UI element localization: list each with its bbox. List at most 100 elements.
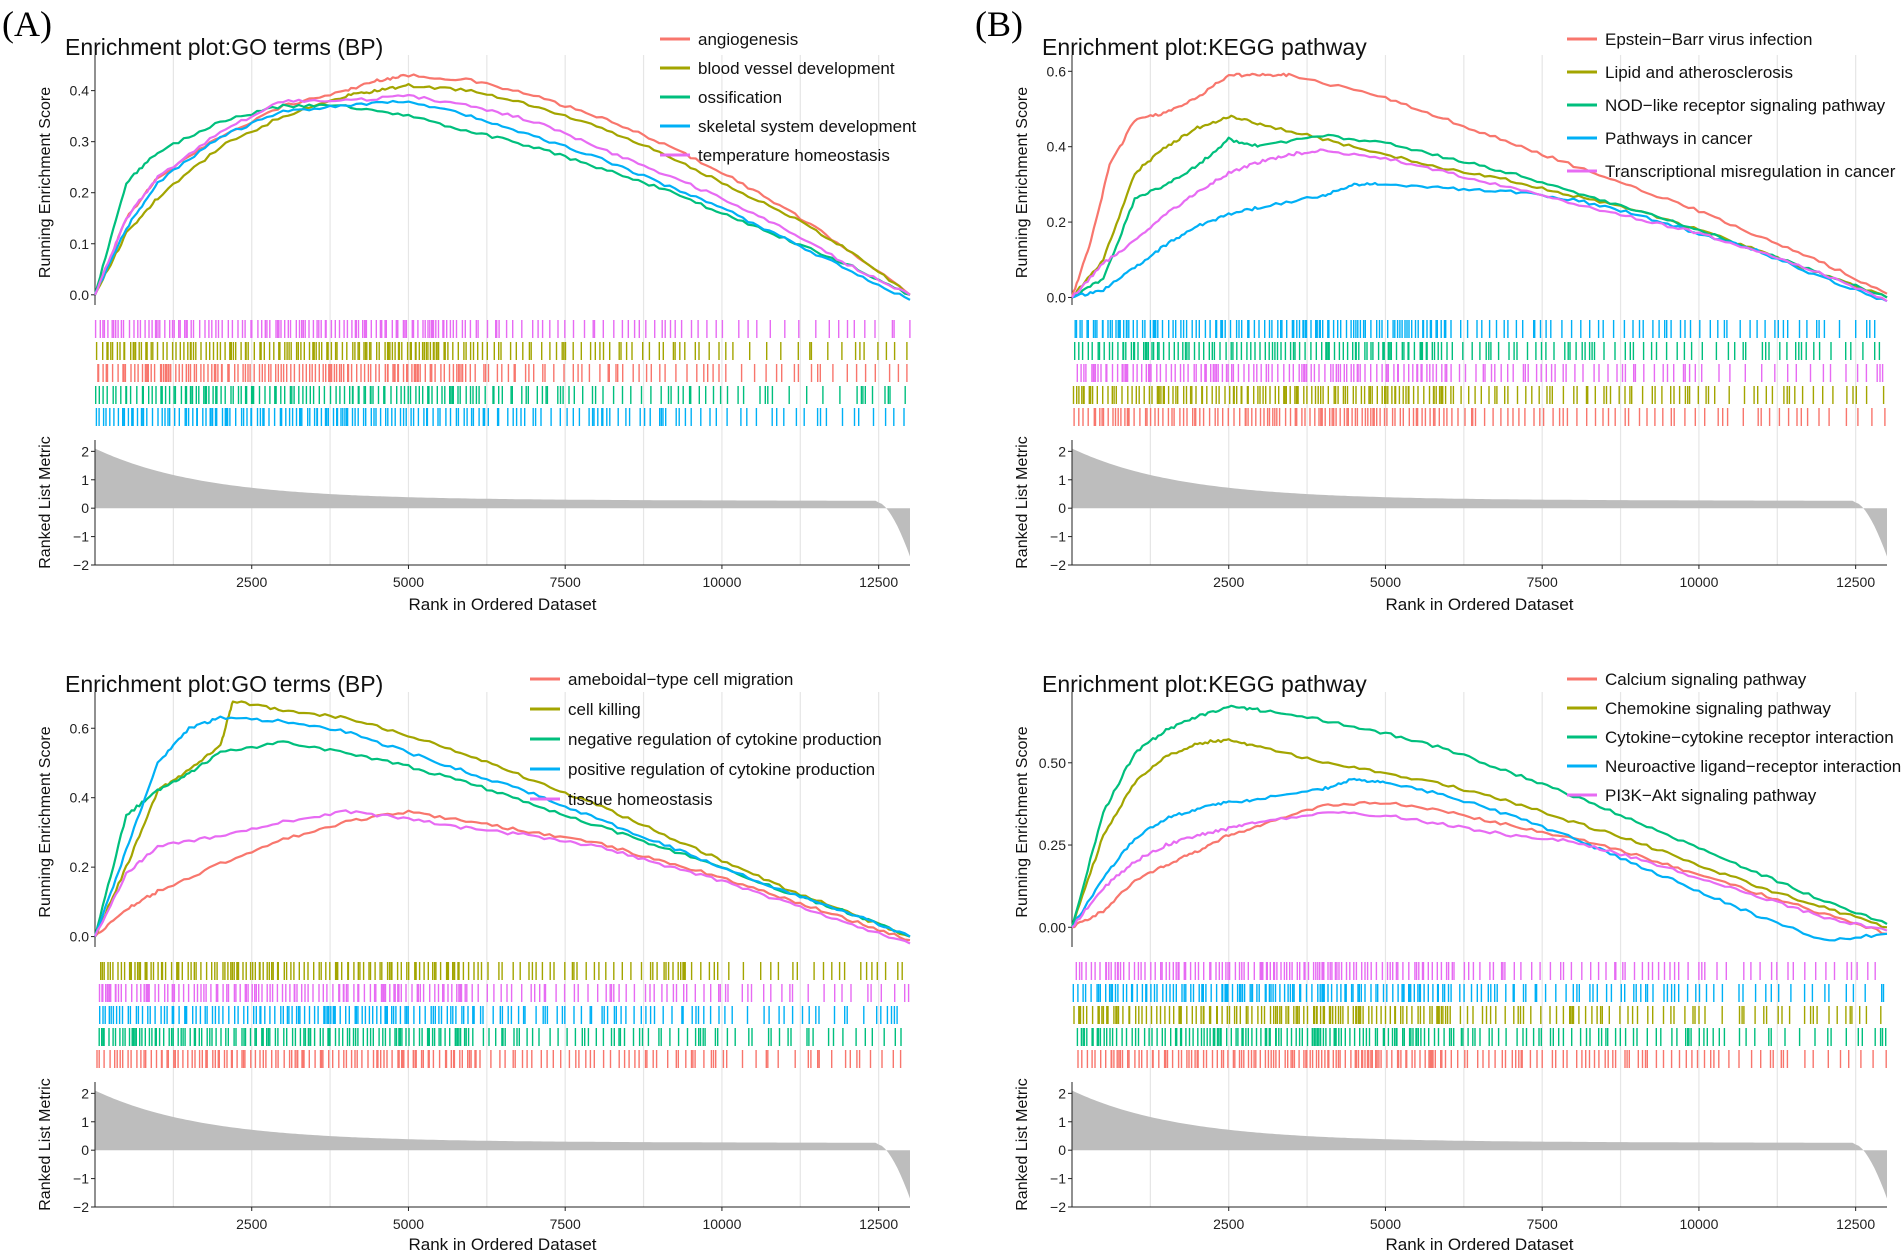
ranked-metric-area [95, 448, 910, 557]
metric-y-tick-label: −1 [1050, 529, 1066, 545]
x-tick-label: 5000 [1370, 1216, 1401, 1232]
es-y-tick-label: 0.3 [70, 134, 90, 150]
x-tick-label: 12500 [1836, 574, 1875, 590]
x-tick-label: 10000 [1679, 1216, 1718, 1232]
es-y-axis-title: Running Enrichment Score [1014, 726, 1031, 917]
es-y-tick-label: 0.25 [1039, 837, 1066, 853]
metric-y-tick-label: 2 [81, 443, 89, 459]
x-tick-label: 2500 [236, 1216, 267, 1232]
es-line-2 [1071, 133, 1888, 299]
metric-y-tick-label: 2 [1058, 1085, 1066, 1101]
metric-y-axis-title: Ranked List Metric [1014, 1078, 1031, 1211]
es-y-axis-title: Running Enrichment Score [1014, 87, 1031, 278]
es-line-3 [1071, 777, 1888, 942]
x-tick-label: 5000 [393, 574, 424, 590]
legend-entry: Lipid and atherosclerosis [1605, 63, 1793, 82]
es-y-tick-label: 0.2 [70, 185, 90, 201]
x-axis-title: Rank in Ordered Dataset [408, 1235, 596, 1254]
metric-y-tick-label: 2 [81, 1085, 89, 1101]
es-line-0 [1071, 800, 1888, 935]
x-tick-label: 12500 [859, 1216, 898, 1232]
es-y-tick-label: 0.4 [70, 83, 90, 99]
legend-entry: cell killing [568, 700, 641, 719]
es-y-axis-title: Running Enrichment Score [37, 87, 54, 278]
es-line-3 [93, 99, 911, 301]
x-tick-label: 10000 [702, 574, 741, 590]
es-line-2 [1070, 704, 1888, 928]
x-tick-label: 12500 [859, 574, 898, 590]
metric-y-tick-label: 1 [1058, 1114, 1066, 1130]
es-y-tick-label: 0.6 [1047, 63, 1067, 79]
es-line-3 [1071, 181, 1888, 303]
es-y-axis-title: Running Enrichment Score [37, 726, 54, 917]
metric-y-tick-label: −1 [1050, 1171, 1066, 1187]
es-y-tick-label: 0.0 [70, 929, 90, 945]
es-line-4 [1071, 148, 1888, 303]
ranked-metric-area [1072, 1090, 1887, 1199]
x-tick-label: 5000 [1370, 574, 1401, 590]
enrichment-panel-2: Enrichment plot:KEGG pathway 0.0 0.2 0.4 0.6… [1014, 30, 1896, 614]
x-tick-label: 12500 [1836, 1216, 1875, 1232]
es-line-1 [1070, 738, 1888, 929]
es-line-3 [93, 715, 911, 938]
es-line-0 [1070, 72, 1888, 298]
metric-y-tick-label: −1 [73, 1171, 89, 1187]
metric-y-tick-label: 1 [81, 472, 89, 488]
legend-entry: skeletal system development [698, 117, 917, 136]
metric-y-tick-label: −2 [1050, 557, 1066, 573]
es-line-4 [1071, 810, 1888, 932]
es-line-1 [94, 83, 911, 296]
es-y-tick-label: 0.4 [70, 790, 90, 806]
metric-y-tick-label: −2 [73, 557, 89, 573]
x-tick-label: 10000 [1679, 574, 1718, 590]
x-tick-label: 7500 [1527, 574, 1558, 590]
x-tick-label: 7500 [1527, 1216, 1558, 1232]
metric-y-tick-label: 0 [1058, 1142, 1066, 1158]
es-y-tick-label: 0.1 [70, 236, 90, 252]
x-axis-title: Rank in Ordered Dataset [1385, 595, 1573, 614]
legend-entry: Cytokine−cytokine receptor interaction [1605, 728, 1894, 747]
legend-entry: tissue homeostasis [568, 790, 713, 809]
legend-entry: Epstein−Barr virus infection [1605, 30, 1812, 49]
x-tick-label: 10000 [702, 1216, 741, 1232]
legend-entry: Transcriptional misregulation in cancer [1605, 162, 1896, 181]
enrichment-panel-4: Enrichment plot:KEGG pathway 0.00 0.25 0.50… [1014, 670, 1901, 1254]
enrichment-panel-3: Enrichment plot:GO terms (BP) 0.0 0.2 0.4 0.… [37, 670, 911, 1254]
x-tick-label: 2500 [1213, 574, 1244, 590]
metric-y-axis-title: Ranked List Metric [37, 1078, 54, 1211]
x-axis-title: Rank in Ordered Dataset [408, 595, 596, 614]
x-axis-title: Rank in Ordered Dataset [1385, 1235, 1573, 1254]
es-line-0 [94, 809, 911, 942]
metric-y-tick-label: −2 [1050, 1199, 1066, 1215]
chart-title: Enrichment plot:KEGG pathway [1042, 34, 1367, 60]
es-line-4 [93, 809, 911, 945]
legend-entry: PI3K−Akt signaling pathway [1605, 786, 1817, 805]
legend-entry: Pathways in cancer [1605, 129, 1753, 148]
panel-label-b: (B) [975, 4, 1023, 44]
legend-entry: angiogenesis [698, 30, 798, 49]
legend-entry: positive regulation of cytokine producti… [568, 760, 875, 779]
legend-entry: ameboidal−type cell migration [568, 670, 793, 689]
metric-y-axis-title: Ranked List Metric [37, 436, 54, 569]
es-line-1 [94, 700, 911, 938]
es-y-tick-label: 0.6 [70, 720, 90, 736]
es-line-4 [93, 93, 911, 296]
enrichment-panel-1: Enrichment plot:GO terms (BP) 0.0 0.1 0.2 0.… [37, 30, 917, 614]
x-tick-label: 2500 [236, 574, 267, 590]
panel-label-a: (A) [2, 4, 52, 44]
metric-y-tick-label: 0 [81, 500, 89, 516]
legend-entry: negative regulation of cytokine producti… [568, 730, 882, 749]
es-y-tick-label: 0.2 [70, 859, 90, 875]
x-tick-label: 7500 [550, 1216, 581, 1232]
ranked-metric-area [95, 1090, 910, 1199]
metric-y-tick-label: 1 [1058, 472, 1066, 488]
metric-y-tick-label: 0 [1058, 500, 1066, 516]
ranked-metric-area [1072, 448, 1887, 557]
legend-entry: Neuroactive ligand−receptor interaction [1605, 757, 1901, 776]
chart-title: Enrichment plot:KEGG pathway [1042, 671, 1367, 697]
metric-y-tick-label: −2 [73, 1199, 89, 1215]
es-line-0 [93, 73, 911, 296]
es-y-tick-label: 0.0 [1047, 289, 1067, 305]
x-tick-label: 7500 [550, 574, 581, 590]
